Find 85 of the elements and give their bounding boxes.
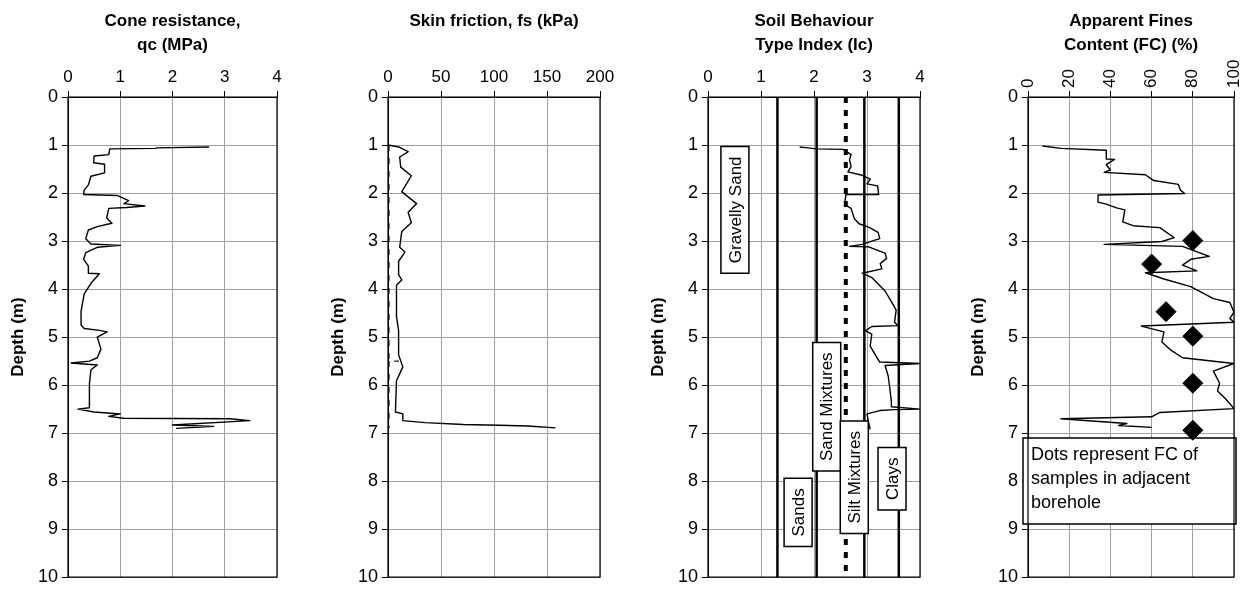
- y-tick-label: 8: [1007, 470, 1018, 491]
- y-tick-label: 1: [47, 133, 58, 154]
- y-tick-label: 9: [47, 518, 58, 539]
- y-tick-label: 4: [687, 278, 698, 299]
- y-tick-label: 9: [367, 518, 378, 539]
- y-tick-label: 4: [47, 278, 58, 299]
- x-tick-label: 40: [1100, 69, 1120, 88]
- y-tick-label: 9: [687, 518, 698, 539]
- y-tick-label: 10: [997, 566, 1018, 587]
- y-tick-label: 0: [1007, 85, 1018, 106]
- y-tick-label: 7: [1007, 422, 1018, 443]
- y-tick-label: 5: [687, 326, 698, 347]
- annotation: Sands: [788, 488, 808, 537]
- point: [1182, 325, 1204, 347]
- y-tick-label: 2: [47, 182, 58, 203]
- point: [1182, 372, 1204, 394]
- y-axis-title: Depth (m): [967, 297, 987, 377]
- chart-title: Apparent Fines Content (FC) (%): [1063, 11, 1199, 54]
- y-tick-label: 5: [47, 326, 58, 347]
- y-tick-label: 3: [1007, 230, 1018, 251]
- x-tick-label: 3: [862, 67, 872, 87]
- y-tick-label: 5: [367, 326, 378, 347]
- y-tick-label: 5: [1007, 326, 1018, 347]
- x-tick-label: 80: [1182, 69, 1202, 88]
- x-tick-label: 2: [809, 67, 819, 87]
- y-tick-label: 10: [357, 566, 378, 587]
- x-tick-label: 100: [479, 67, 509, 87]
- y-tick-label: 0: [47, 85, 58, 106]
- x-tick-label: 200: [585, 67, 615, 87]
- x-tick-label: 3: [220, 67, 230, 87]
- point: [1141, 253, 1163, 275]
- y-tick-label: 6: [367, 374, 378, 395]
- y-tick-label: 6: [47, 374, 58, 395]
- x-tick-label: 1: [115, 67, 125, 87]
- x-tick-label: 60: [1141, 69, 1161, 88]
- y-tick-label: 7: [687, 422, 698, 443]
- y-tick-label: 2: [687, 182, 698, 203]
- x-tick-label: 2: [167, 67, 178, 87]
- point: [1182, 419, 1204, 441]
- y-tick-label: 3: [47, 230, 58, 251]
- annotation: Clays: [882, 457, 902, 501]
- x-tick-label: 4: [272, 67, 282, 87]
- y-tick-label: 6: [687, 374, 698, 395]
- annotation: Dots represent FC of samples in adjacent borehole: [1031, 443, 1200, 512]
- x-tick-label: 4: [915, 67, 925, 87]
- y-axis-title: Depth (m): [647, 297, 667, 377]
- point: [1155, 301, 1177, 323]
- x-tick-label: 100: [1223, 59, 1243, 88]
- chart-title: Cone resistance, qc (MPa): [104, 11, 241, 54]
- annotation: Gravelly Sand: [725, 156, 745, 264]
- y-axis-title: Depth (m): [327, 297, 347, 377]
- y-tick-label: 10: [37, 566, 58, 587]
- y-tick-label: 8: [47, 470, 58, 491]
- chart-title: Skin friction, fs (kPa): [409, 11, 579, 30]
- y-tick-label: 3: [687, 230, 698, 251]
- annotation: Silt Mixtures: [844, 431, 864, 524]
- x-tick-label: 150: [532, 67, 562, 87]
- point: [1182, 230, 1204, 252]
- x-tick-label: 20: [1058, 69, 1078, 88]
- y-tick-label: 0: [367, 85, 378, 106]
- y-tick-label: 8: [367, 470, 378, 491]
- x-tick-label: 0: [63, 67, 73, 87]
- y-tick-label: 3: [367, 230, 378, 251]
- x-tick-label: 0: [1017, 78, 1037, 88]
- y-tick-label: 0: [687, 85, 698, 106]
- x-tick-label: 1: [756, 67, 766, 87]
- y-tick-label: 7: [47, 422, 58, 443]
- y-tick-label: 4: [1007, 278, 1018, 299]
- y-axis-title: Depth (m): [7, 297, 27, 377]
- y-tick-label: 1: [367, 133, 378, 154]
- y-tick-label: 1: [687, 133, 698, 154]
- y-tick-label: 2: [367, 182, 378, 203]
- y-tick-label: 8: [687, 470, 698, 491]
- y-tick-label: 4: [367, 278, 378, 299]
- y-tick-label: 6: [1007, 374, 1018, 395]
- y-tick-label: 2: [1007, 182, 1018, 203]
- x-tick-label: 0: [703, 67, 713, 87]
- y-tick-label: 10: [677, 566, 698, 587]
- x-tick-label: 50: [431, 67, 451, 87]
- y-tick-label: 7: [367, 422, 378, 443]
- y-tick-label: 1: [1007, 133, 1018, 154]
- x-tick-label: 0: [383, 67, 393, 87]
- annotation: Sand Mixtures: [817, 352, 837, 462]
- y-tick-label: 9: [1007, 518, 1018, 539]
- chart-title: Soil Behaviour Type Index (Ic): [754, 11, 874, 54]
